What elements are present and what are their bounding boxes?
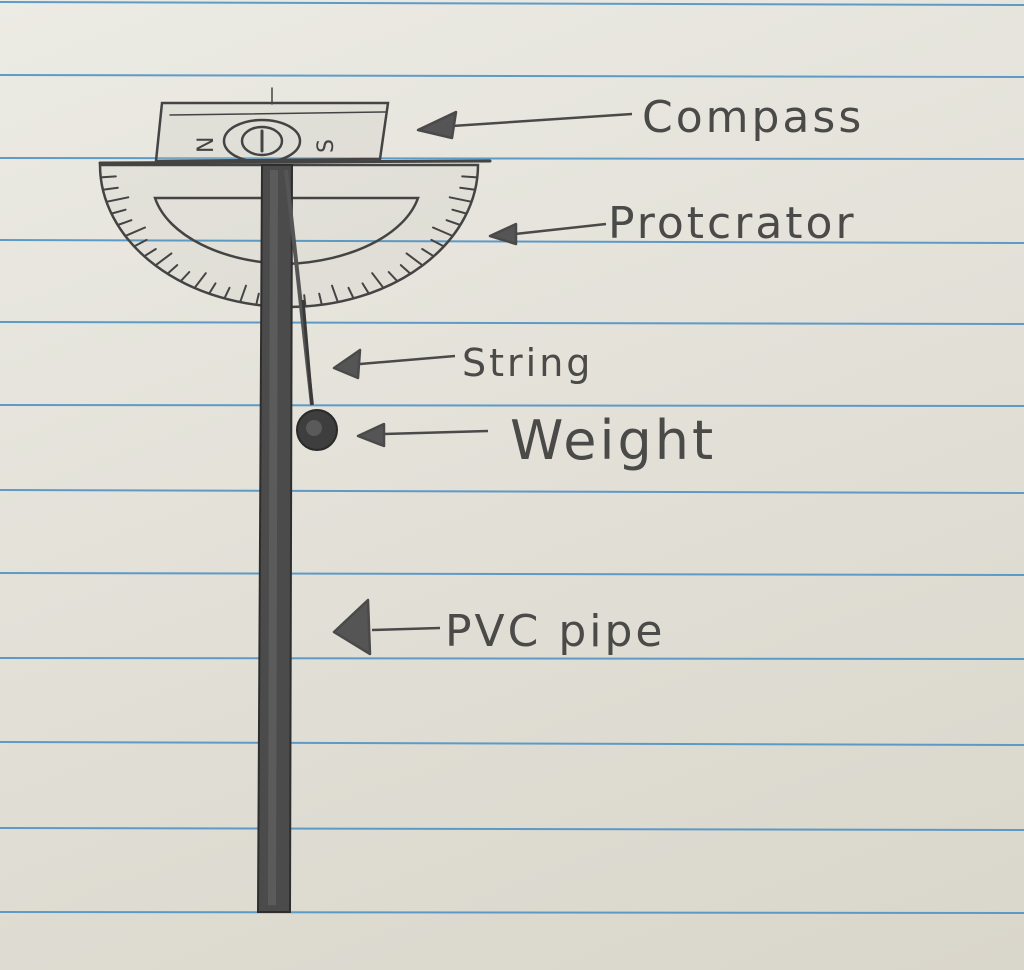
protractor-tick <box>318 292 323 306</box>
ruled-line <box>0 657 1024 660</box>
protractor-tick <box>99 175 117 179</box>
protractor-tick <box>451 208 468 215</box>
pvc-pipe-label: PVC pipe <box>445 606 666 657</box>
weight-arrow <box>356 422 489 448</box>
protractor-tick <box>223 286 231 300</box>
pvc-pipe <box>256 164 294 913</box>
protractor-tick <box>133 238 148 248</box>
protractor-tick <box>303 294 307 308</box>
ruled-line <box>0 911 1024 914</box>
ruled-line <box>0 827 1024 831</box>
protractor-tick <box>445 219 462 226</box>
ruled-line <box>0 741 1024 746</box>
compass-north-mark: N <box>194 137 219 153</box>
protractor-tick <box>255 292 260 306</box>
protractor-tick <box>110 208 127 215</box>
protractor-tick <box>154 252 173 267</box>
protractor-tick <box>432 226 454 237</box>
compass-label: Compass <box>642 92 865 143</box>
protractor-tick <box>116 219 133 226</box>
protractor-tick <box>421 248 435 258</box>
protractor-tick <box>101 186 119 191</box>
protractor-tick <box>124 226 146 237</box>
ruled-line <box>0 404 1024 407</box>
string-label: String <box>462 341 594 385</box>
protractor-tick <box>208 282 217 295</box>
compass-south-mark: S <box>314 139 339 153</box>
protractor-tick <box>361 282 370 295</box>
ruled-lines <box>0 1 1024 914</box>
protractor-tick <box>105 196 130 203</box>
compass-arrow <box>416 110 633 140</box>
protractor-tick <box>179 271 191 283</box>
protractor-tick <box>193 272 207 289</box>
protractor-ticks <box>99 175 479 308</box>
protractor-tick <box>371 272 385 289</box>
protractor-tick <box>405 252 424 267</box>
ruled-line <box>0 572 1024 576</box>
protractor-tick <box>347 286 355 300</box>
protractor-tick <box>331 284 339 304</box>
ruled-line <box>0 489 1024 494</box>
protractor-tick <box>461 175 479 179</box>
protractor-tick <box>387 271 399 283</box>
ruled-line <box>0 74 1024 78</box>
pvc-pipe-arrow <box>332 598 441 656</box>
ruled-line <box>0 1 1024 6</box>
string-arrow <box>332 348 456 380</box>
protractor-tick <box>399 264 412 275</box>
protractor-tick <box>239 284 247 304</box>
protractor-tick <box>143 248 157 258</box>
protractor-tick <box>430 238 445 248</box>
protractor-arrow <box>488 222 607 246</box>
protractor-tick <box>459 186 477 191</box>
compass: N S <box>98 87 492 165</box>
weight-label: Weight <box>510 409 717 472</box>
protractor-tick <box>166 264 179 275</box>
protractor-tick <box>448 196 473 203</box>
protractor-label: Protcrator <box>608 198 857 249</box>
plumb-line <box>284 169 338 451</box>
string <box>301 299 314 406</box>
ruled-line <box>0 321 1024 325</box>
ruled-line <box>0 157 1024 160</box>
